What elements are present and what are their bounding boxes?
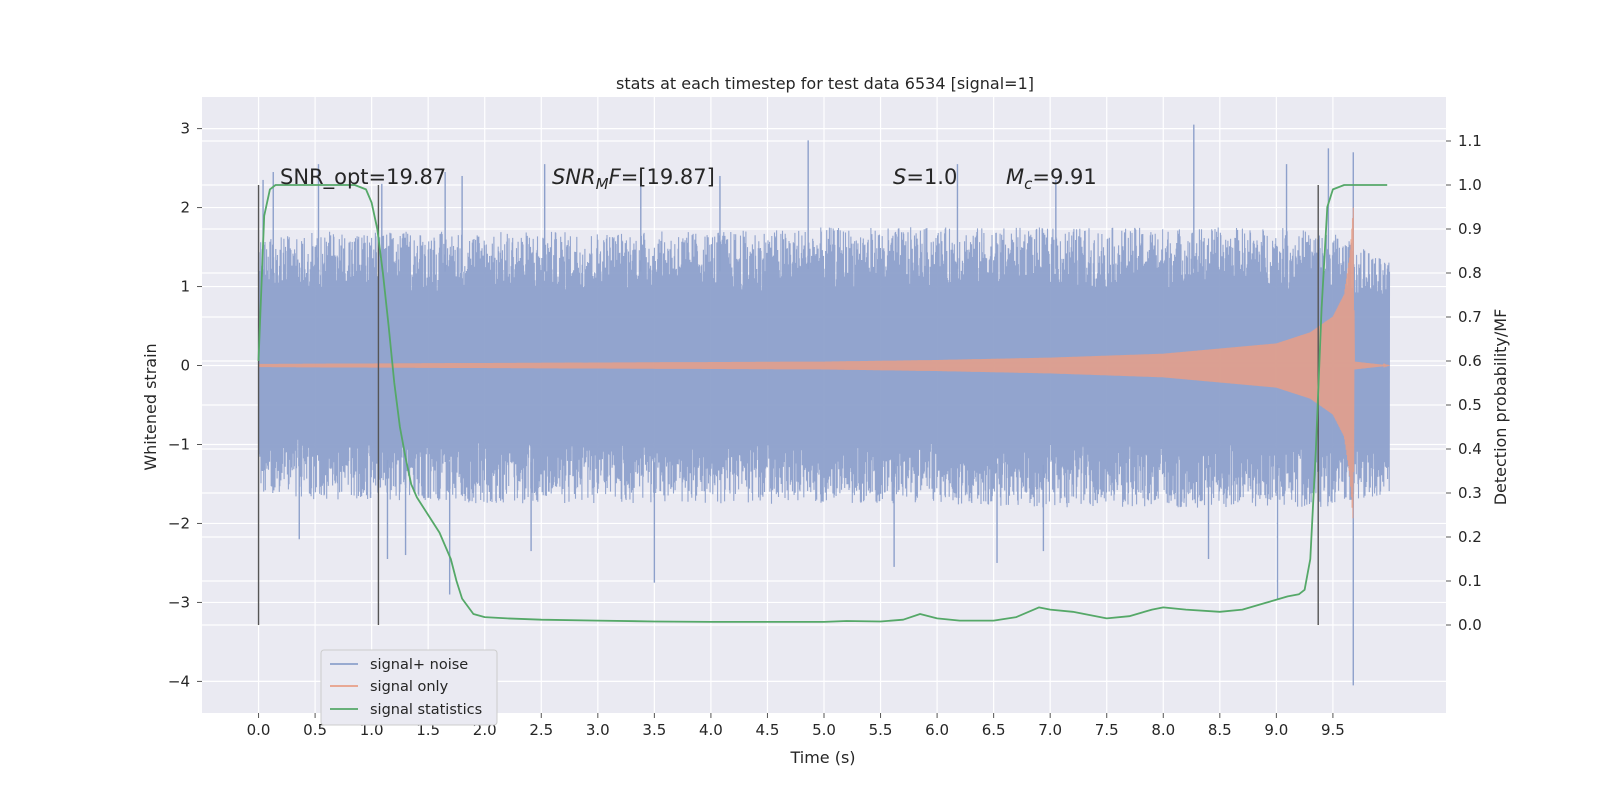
x-tick-label: 2.5 bbox=[529, 721, 553, 739]
x-tick-label: 8.0 bbox=[1151, 721, 1175, 739]
series-signal-statistics bbox=[257, 184, 1388, 623]
chart-title: stats at each timestep for test data 653… bbox=[616, 74, 1034, 93]
y2-tick-label: 0.1 bbox=[1458, 572, 1482, 590]
y-tick-label: 0 bbox=[180, 357, 190, 375]
annotation-snr-mf-base: SNR bbox=[552, 165, 596, 189]
y-tick-label: 1 bbox=[180, 278, 190, 296]
y-tick-label: −4 bbox=[168, 672, 190, 690]
y2-tick-label: 1.0 bbox=[1458, 176, 1482, 194]
signal-statistics-line bbox=[257, 184, 1388, 623]
x-tick-label: 5.5 bbox=[869, 721, 893, 739]
y-tick-label: −3 bbox=[168, 593, 190, 611]
x-tick-label: 7.5 bbox=[1095, 721, 1119, 739]
y2-axis-label: Detection probability/MF bbox=[1491, 309, 1510, 506]
x-tick-label: 4.5 bbox=[756, 721, 780, 739]
x-tick-label: 5.0 bbox=[812, 721, 836, 739]
series-signal-only bbox=[257, 207, 1390, 519]
x-tick-label: 3.0 bbox=[586, 721, 610, 739]
annotation-mc: Mc=9.91 bbox=[1006, 165, 1097, 193]
annotation-s-label: S bbox=[893, 165, 906, 189]
legend-entry-signal-plus-noise: signal+ noise bbox=[370, 657, 468, 673]
x-axis-label: Time (s) bbox=[789, 748, 855, 767]
y-axis-ticks: 3 2 1 0 −1 −2 −3 −4 bbox=[168, 120, 202, 690]
annotation-mc-value: =9.91 bbox=[1032, 165, 1096, 189]
y2-tick-label: 0.8 bbox=[1458, 264, 1482, 282]
annotation-snr-mf: SNRMF=[19.87] bbox=[552, 165, 715, 193]
annotation-snr-opt: SNR_opt=19.87 bbox=[280, 165, 446, 190]
annotation-mc-base: M bbox=[1006, 165, 1024, 189]
y-tick-label: −1 bbox=[168, 435, 190, 453]
y2-tick-label: 0.0 bbox=[1458, 616, 1482, 634]
x-tick-label: 4.0 bbox=[699, 721, 723, 739]
annotation-s: S=1.0 bbox=[893, 165, 957, 189]
y2-tick-label: 0.7 bbox=[1458, 308, 1482, 326]
y-axis-label: Whitened strain bbox=[141, 343, 160, 470]
x-tick-label: 0.0 bbox=[247, 721, 271, 739]
y2-tick-label: 0.6 bbox=[1458, 352, 1482, 370]
legend-entry-signal-only: signal only bbox=[370, 679, 449, 695]
signal-plus-noise-line bbox=[257, 227, 1391, 508]
annotation-snr-mf-sub: M bbox=[596, 175, 609, 193]
y2-tick-label: 0.9 bbox=[1458, 220, 1482, 238]
x-tick-label: 6.0 bbox=[925, 721, 949, 739]
x-tick-label: 8.5 bbox=[1208, 721, 1232, 739]
annotation-snr-mf-value: =[19.87] bbox=[621, 165, 715, 189]
series-signal-plus-noise bbox=[257, 124, 1391, 686]
x-tick-label: 9.0 bbox=[1264, 721, 1288, 739]
y2-tick-label: 1.1 bbox=[1458, 132, 1482, 150]
legend-box bbox=[320, 649, 498, 726]
annotation-mc-sub: c bbox=[1024, 175, 1033, 193]
y-tick-label: 3 bbox=[180, 120, 190, 138]
annotation-s-value: =1.0 bbox=[906, 165, 957, 189]
y-tick-label: 2 bbox=[180, 199, 190, 217]
x-tick-label: 0.5 bbox=[303, 721, 327, 739]
x-tick-label: 9.5 bbox=[1321, 721, 1345, 739]
x-tick-label: 3.5 bbox=[642, 721, 666, 739]
y2-tick-label: 0.3 bbox=[1458, 484, 1482, 502]
x-tick-label: 6.5 bbox=[982, 721, 1006, 739]
y-tick-label: −2 bbox=[168, 514, 190, 532]
x-tick-label: 7.0 bbox=[1038, 721, 1062, 739]
signal-only-line bbox=[257, 207, 1390, 519]
legend-entry-signal-statistics: signal statistics bbox=[370, 702, 482, 718]
legend: signal+ noise signal only signal statist… bbox=[320, 649, 498, 726]
y2-axis-ticks: 1.1 1.0 0.9 0.8 0.7 0.6 0.5 0.4 0.3 0.2 0.1 0.0 bbox=[1446, 132, 1482, 634]
annotation-snr-mf-rest: F bbox=[609, 165, 622, 189]
y2-tick-label: 0.4 bbox=[1458, 440, 1482, 458]
y2-tick-label: 0.2 bbox=[1458, 528, 1482, 546]
y2-tick-label: 0.5 bbox=[1458, 396, 1482, 414]
